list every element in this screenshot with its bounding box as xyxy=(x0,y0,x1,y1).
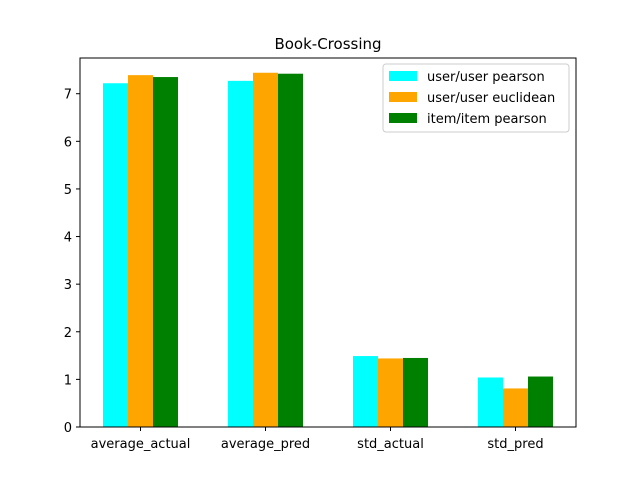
legend-swatch-1 xyxy=(389,71,417,81)
legend-swatch-2 xyxy=(389,92,417,102)
x-tick-label: average_actual xyxy=(91,437,191,452)
x-tick-label: std_actual xyxy=(357,437,424,452)
bar-average-actual-series-1 xyxy=(103,83,128,428)
y-tick-label: 7 xyxy=(64,88,72,103)
y-tick-label: 5 xyxy=(64,183,72,198)
axes-group: average_actual average_pred std_actual std_… xyxy=(64,57,577,452)
legend-label-1: user/user pearson xyxy=(427,70,545,85)
legend-label-2: user/user euclidean xyxy=(427,91,555,106)
bar-std-actual-series-1 xyxy=(353,356,378,427)
x-tick-label: std_pred xyxy=(487,437,543,452)
axes-frame xyxy=(79,57,577,428)
legend-box xyxy=(382,63,570,133)
y-tick-label: 4 xyxy=(64,231,72,246)
y-tick-label: 1 xyxy=(64,373,72,388)
bar-std-actual-series-2 xyxy=(378,358,403,427)
y-tick-label: 0 xyxy=(64,421,72,436)
y-tick-label: 2 xyxy=(64,326,72,341)
legend-swatch-3 xyxy=(389,113,417,123)
bar-average-pred-series-3 xyxy=(278,73,303,428)
bar-std-pred-series-3 xyxy=(528,376,553,427)
bar-average-actual-series-2 xyxy=(128,75,153,427)
bar-std-pred-series-1 xyxy=(478,377,503,427)
bar-std-actual-series-3 xyxy=(403,357,428,427)
bars-group xyxy=(103,72,553,428)
chart-title: Book-Crossing xyxy=(274,35,381,53)
y-tick-label: 6 xyxy=(64,135,72,150)
bar-std-pred-series-2 xyxy=(503,388,528,427)
y-tick-label: 3 xyxy=(64,278,72,293)
legend-label-3: item/item pearson xyxy=(427,112,547,127)
x-tick-label: average_pred xyxy=(221,437,310,452)
bar-average-pred-series-1 xyxy=(228,80,253,428)
legend: user/user pearson user/user euclidean item… xyxy=(382,63,570,133)
bar-average-pred-series-2 xyxy=(253,72,278,427)
bar-average-actual-series-3 xyxy=(153,77,178,427)
